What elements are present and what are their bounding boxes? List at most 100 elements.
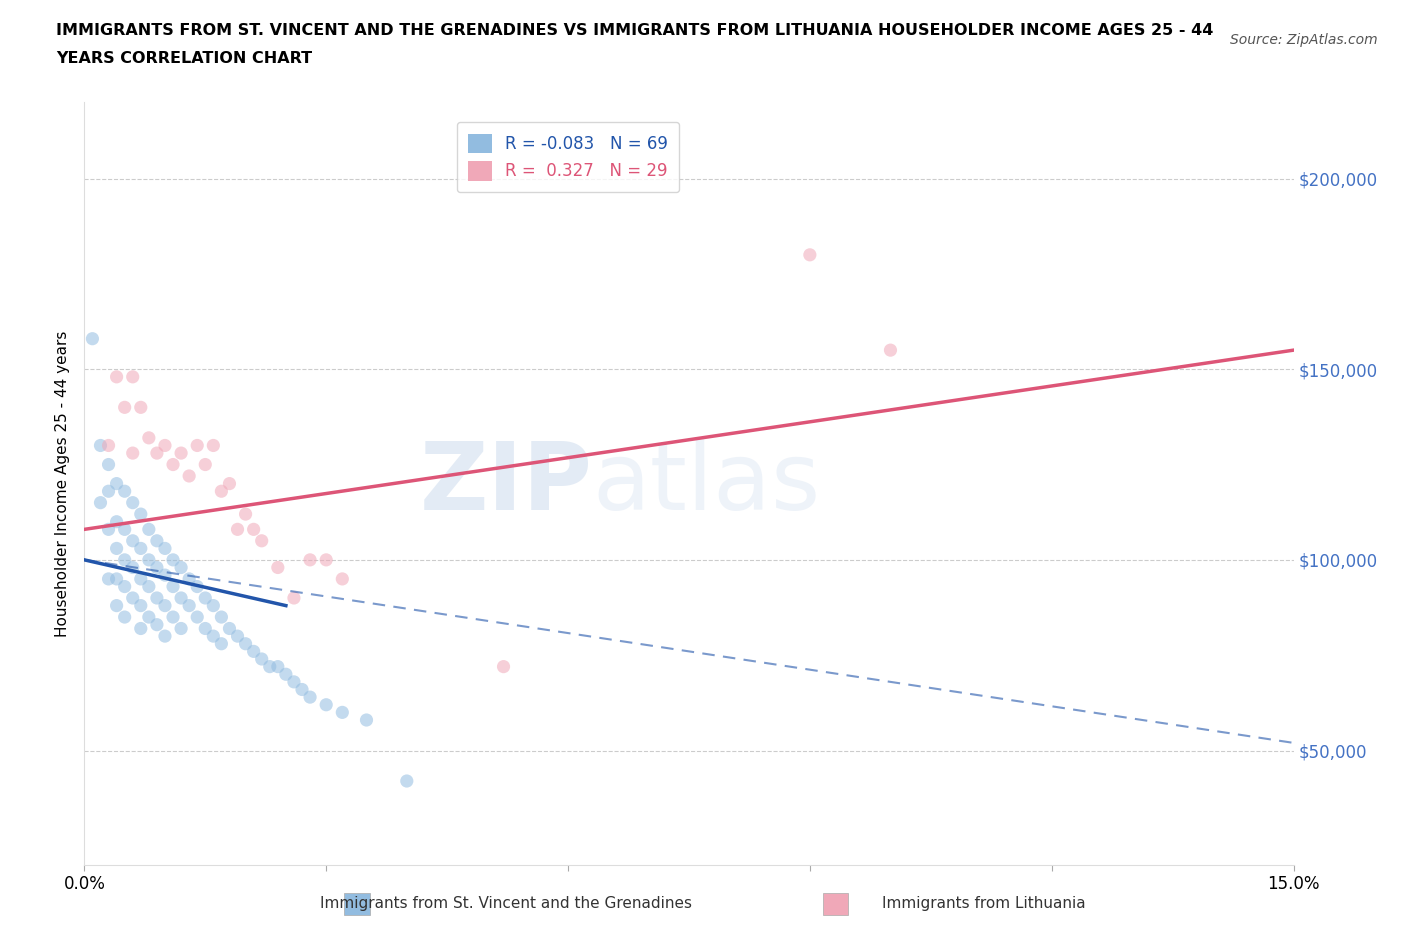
Point xyxy=(202,629,225,644)
Point xyxy=(129,541,152,556)
Point xyxy=(170,560,193,575)
Point xyxy=(162,552,184,567)
Text: Source: ZipAtlas.com: Source: ZipAtlas.com xyxy=(1230,33,1378,46)
Point xyxy=(194,591,217,605)
Point xyxy=(209,484,232,498)
Point xyxy=(299,552,322,567)
Point xyxy=(218,621,240,636)
Point xyxy=(299,690,322,705)
Point xyxy=(179,598,201,613)
Point xyxy=(82,331,104,346)
Point xyxy=(356,712,378,727)
Point xyxy=(146,618,169,632)
Point xyxy=(799,247,821,262)
Point xyxy=(267,659,290,674)
Point xyxy=(114,522,136,537)
Point xyxy=(105,369,128,384)
Point xyxy=(97,484,120,498)
Point xyxy=(97,522,120,537)
Point xyxy=(129,598,152,613)
Point xyxy=(97,458,120,472)
Point xyxy=(121,591,143,605)
Point xyxy=(138,579,160,594)
Legend: R = -0.083   N = 69, R =  0.327   N = 29: R = -0.083 N = 69, R = 0.327 N = 29 xyxy=(457,122,679,193)
Point xyxy=(330,571,353,587)
Point xyxy=(186,438,208,453)
Point xyxy=(226,522,249,537)
Point xyxy=(153,629,176,644)
Point xyxy=(114,579,136,594)
Point xyxy=(97,571,120,587)
Text: YEARS CORRELATION CHART: YEARS CORRELATION CHART xyxy=(56,51,312,66)
Point xyxy=(138,552,160,567)
Point xyxy=(121,369,143,384)
Point xyxy=(129,507,152,522)
Point xyxy=(242,522,264,537)
Point xyxy=(97,438,120,453)
Point xyxy=(162,458,184,472)
Y-axis label: Householder Income Ages 25 - 44 years: Householder Income Ages 25 - 44 years xyxy=(55,330,70,637)
Point xyxy=(179,571,201,587)
Point xyxy=(121,534,143,549)
Text: Immigrants from Lithuania: Immigrants from Lithuania xyxy=(883,897,1085,911)
Point xyxy=(330,705,353,720)
Point xyxy=(138,610,160,625)
Point xyxy=(170,445,193,460)
Point xyxy=(114,400,136,415)
Point xyxy=(105,514,128,529)
Point xyxy=(283,591,305,605)
Point xyxy=(492,659,515,674)
Point xyxy=(129,400,152,415)
Point xyxy=(89,495,111,510)
Point xyxy=(209,636,232,651)
Point xyxy=(105,571,128,587)
Point xyxy=(267,560,290,575)
Point xyxy=(114,484,136,498)
Point xyxy=(138,522,160,537)
Point xyxy=(146,445,169,460)
Text: atlas: atlas xyxy=(592,438,821,529)
Point xyxy=(250,534,273,549)
Point xyxy=(250,652,273,667)
Text: IMMIGRANTS FROM ST. VINCENT AND THE GRENADINES VS IMMIGRANTS FROM LITHUANIA HOUS: IMMIGRANTS FROM ST. VINCENT AND THE GREN… xyxy=(56,23,1213,38)
Point xyxy=(242,644,264,658)
Point xyxy=(114,610,136,625)
Point xyxy=(235,507,257,522)
Point xyxy=(186,610,208,625)
Point xyxy=(235,636,257,651)
Point xyxy=(153,567,176,582)
Point xyxy=(170,591,193,605)
Point xyxy=(146,534,169,549)
Point xyxy=(315,552,337,567)
Point xyxy=(170,621,193,636)
Point xyxy=(146,560,169,575)
Point xyxy=(146,591,169,605)
Point xyxy=(153,541,176,556)
Point xyxy=(218,476,240,491)
Point xyxy=(162,610,184,625)
Point xyxy=(202,598,225,613)
Point xyxy=(121,445,143,460)
Point xyxy=(162,579,184,594)
Point xyxy=(105,541,128,556)
Point xyxy=(179,469,201,484)
Point xyxy=(105,598,128,613)
Point xyxy=(194,621,217,636)
Text: ZIP: ZIP xyxy=(419,438,592,529)
Text: Immigrants from St. Vincent and the Grenadines: Immigrants from St. Vincent and the Gren… xyxy=(321,897,692,911)
Point xyxy=(202,438,225,453)
Point xyxy=(89,438,111,453)
Point xyxy=(129,621,152,636)
Point xyxy=(879,343,901,358)
Point xyxy=(259,659,281,674)
Point xyxy=(105,476,128,491)
Point xyxy=(121,560,143,575)
Point xyxy=(395,774,418,789)
Point xyxy=(274,667,297,682)
Point xyxy=(186,579,208,594)
Point xyxy=(114,552,136,567)
Point xyxy=(194,458,217,472)
Point xyxy=(209,610,232,625)
Point xyxy=(138,431,160,445)
Point xyxy=(315,698,337,712)
